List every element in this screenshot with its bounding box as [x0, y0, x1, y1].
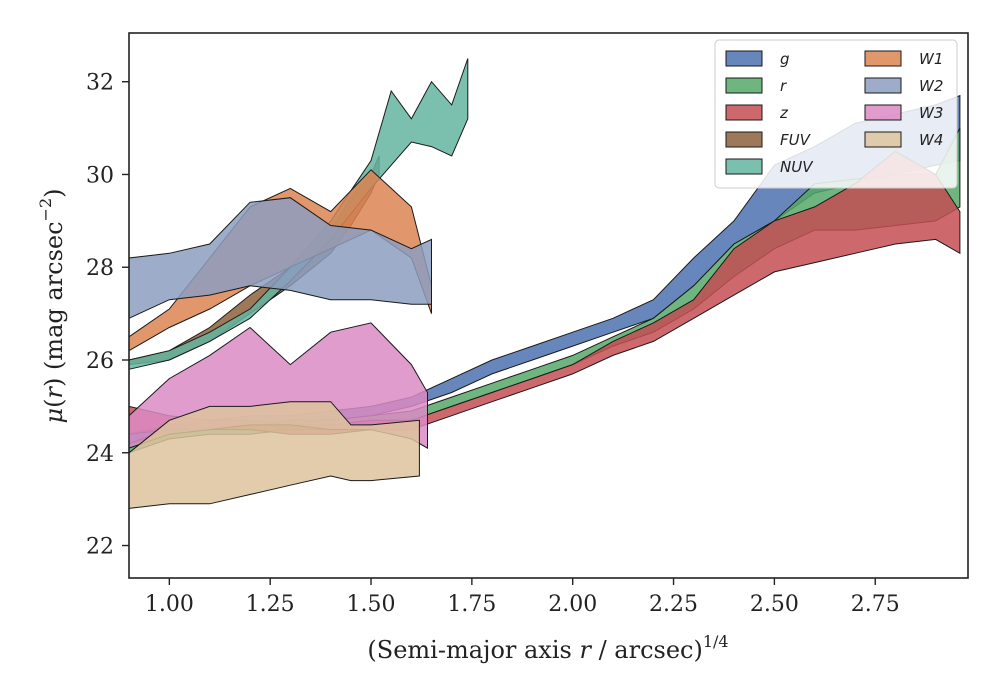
legend-box	[714, 39, 958, 189]
legend-swatch-z	[725, 104, 763, 121]
band-w4	[128, 401, 420, 509]
legend-swatch-r	[725, 77, 763, 94]
x-tick-label: 1.75	[447, 592, 496, 617]
legend-label-w2: W2	[919, 77, 943, 95]
y-tick-label: 28	[86, 256, 114, 281]
legend-swatch-w1	[864, 50, 902, 67]
y-tick-label: 30	[86, 163, 114, 188]
legend-swatch-g	[725, 50, 763, 67]
x-tick-label: 1.00	[145, 592, 194, 617]
band-w2	[128, 197, 432, 320]
y-tick-label: 22	[86, 535, 114, 560]
y-tick-label: 24	[86, 442, 114, 467]
legend-label-g: g	[780, 50, 790, 68]
legend-label-z: z	[779, 104, 789, 122]
legend-swatch-fuv	[725, 131, 763, 148]
x-tick-label: 2.25	[649, 592, 698, 617]
x-tick-label: 2.00	[548, 592, 597, 617]
bands-layer	[128, 58, 961, 509]
legend-label-w3: W3	[919, 104, 943, 122]
legend-label-w1: W1	[919, 50, 943, 68]
legend-swatch-w4	[864, 131, 902, 148]
legend-label-nuv: NUV	[780, 158, 814, 176]
legend-swatch-w2	[864, 77, 902, 94]
axis-ticks: 1.00 1.25 1.50 1.75 2.00 2.25 2.50 2.75 22 24 26 28…	[86, 71, 900, 617]
x-axis-label: (Semi-major axis r / arcsec)1/4	[367, 632, 728, 664]
y-tick-label: 32	[86, 71, 114, 96]
x-tick-label: 1.25	[246, 592, 295, 617]
legend-label-w4: W4	[919, 131, 943, 149]
x-tick-label: 1.50	[347, 592, 396, 617]
y-axis-label: μ(r) (mag arcsec−2)	[36, 188, 68, 423]
plot-frame	[128, 32, 969, 579]
x-tick-label: 2.50	[750, 592, 799, 617]
legend-label-r: r	[780, 77, 787, 95]
legend: grz FUV NUV W1 W2 W3 W4	[714, 39, 958, 189]
y-tick-label: 26	[86, 349, 114, 374]
legend-label-fuv: FUV	[780, 131, 812, 149]
legend-swatch-w3	[864, 104, 902, 121]
legend-swatch-nuv	[725, 158, 763, 175]
x-tick-label: 2.75	[851, 592, 900, 617]
